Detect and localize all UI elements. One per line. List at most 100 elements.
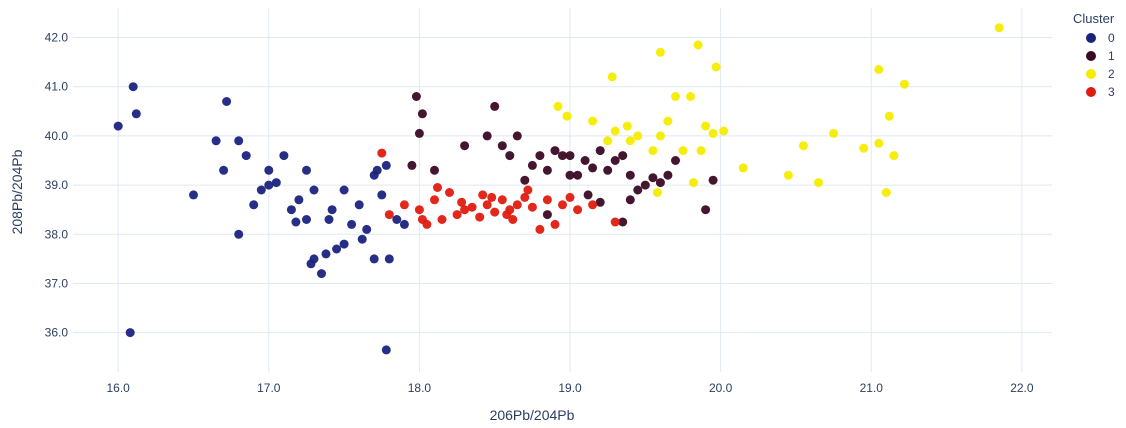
legend-marker[interactable] [1086, 33, 1096, 43]
data-point[interactable] [588, 116, 598, 126]
data-point[interactable] [874, 65, 884, 74]
data-point[interactable] [610, 156, 620, 165]
data-point[interactable] [369, 254, 379, 264]
data-point[interactable] [478, 190, 488, 200]
data-point[interactable] [417, 109, 427, 119]
data-point[interactable] [411, 92, 421, 101]
data-point[interactable] [131, 109, 141, 119]
data-point[interactable] [437, 215, 447, 224]
data-point[interactable] [994, 23, 1004, 33]
data-point[interactable] [899, 79, 909, 89]
data-point[interactable] [580, 156, 590, 165]
data-point[interactable] [565, 170, 575, 180]
data-point[interactable] [542, 195, 552, 205]
data-point[interactable] [588, 163, 598, 173]
data-point[interactable] [671, 156, 680, 165]
data-point[interactable] [663, 116, 673, 126]
data-point[interactable] [881, 188, 891, 197]
legend-label[interactable]: 2 [1108, 67, 1115, 81]
data-point[interactable] [738, 163, 748, 173]
data-point[interactable] [618, 151, 628, 161]
data-point[interactable] [633, 131, 643, 141]
data-point[interactable] [354, 200, 364, 210]
data-point[interactable] [814, 178, 823, 188]
data-point[interactable] [125, 328, 135, 338]
data-point[interactable] [222, 97, 232, 106]
data-point[interactable] [128, 82, 138, 92]
data-point[interactable] [783, 170, 793, 180]
data-point[interactable] [719, 126, 729, 136]
data-point[interactable] [417, 215, 427, 224]
data-point[interactable] [339, 185, 349, 195]
data-point[interactable] [399, 219, 409, 229]
data-point[interactable] [452, 210, 462, 220]
data-point[interactable] [271, 178, 281, 188]
data-point[interactable] [799, 141, 808, 151]
data-point[interactable] [457, 197, 467, 207]
data-point[interactable] [291, 217, 301, 227]
data-point[interactable] [377, 190, 387, 200]
data-point[interactable] [490, 101, 500, 111]
data-point[interactable] [332, 244, 342, 254]
data-point[interactable] [603, 165, 613, 175]
data-point[interactable] [384, 210, 394, 220]
data-point[interactable] [445, 188, 454, 197]
data-point[interactable] [384, 254, 394, 264]
data-point[interactable] [241, 151, 251, 161]
data-point[interactable] [696, 146, 706, 156]
data-point[interactable] [347, 219, 357, 229]
data-point[interactable] [490, 207, 500, 217]
data-point[interactable] [542, 165, 552, 175]
data-point[interactable] [414, 128, 424, 138]
data-point[interactable] [430, 165, 439, 175]
data-point[interactable] [558, 200, 567, 210]
data-point[interactable] [497, 195, 507, 205]
data-point[interactable] [558, 151, 567, 161]
data-point[interactable] [317, 269, 326, 279]
data-point[interactable] [264, 165, 274, 175]
data-point[interactable] [652, 188, 662, 197]
data-point[interactable] [520, 192, 530, 202]
legend-label[interactable]: 3 [1108, 85, 1115, 99]
data-point[interactable] [357, 234, 367, 244]
data-point[interactable] [610, 126, 620, 136]
data-point[interactable] [625, 136, 635, 146]
data-point[interactable] [655, 178, 665, 188]
data-point[interactable] [460, 141, 470, 151]
data-point[interactable] [508, 215, 518, 224]
data-point[interactable] [693, 40, 703, 50]
data-point[interactable] [663, 170, 673, 180]
data-point[interactable] [482, 200, 492, 210]
data-point[interactable] [279, 151, 289, 161]
data-point[interactable] [859, 143, 869, 153]
data-point[interactable] [603, 136, 613, 146]
legend[interactable]: Cluster 0 1 2 3 [1073, 11, 1115, 99]
data-point[interactable] [520, 175, 530, 185]
data-point[interactable] [302, 215, 311, 224]
data-point[interactable] [573, 205, 583, 215]
data-point[interactable] [324, 215, 334, 224]
data-point[interactable] [321, 249, 331, 259]
data-point[interactable] [542, 210, 552, 220]
data-point[interactable] [565, 192, 575, 202]
legend-marker[interactable] [1086, 51, 1096, 61]
data-point[interactable] [414, 205, 424, 215]
data-point[interactable] [550, 219, 560, 229]
data-point[interactable] [407, 160, 417, 170]
data-point[interactable] [502, 210, 512, 220]
data-point[interactable] [708, 175, 718, 185]
data-point[interactable] [889, 151, 899, 161]
data-point[interactable] [339, 239, 349, 249]
data-point[interactable] [372, 165, 382, 175]
data-point[interactable] [487, 192, 497, 202]
data-point[interactable] [535, 151, 545, 161]
data-point[interactable] [294, 195, 304, 205]
data-point[interactable] [430, 195, 439, 205]
data-point[interactable] [640, 180, 650, 190]
data-point[interactable] [625, 170, 635, 180]
data-point[interactable] [527, 160, 537, 170]
data-point[interactable] [648, 146, 658, 156]
data-point[interactable] [523, 185, 533, 195]
data-point[interactable] [583, 190, 593, 200]
data-point[interactable] [460, 205, 470, 215]
